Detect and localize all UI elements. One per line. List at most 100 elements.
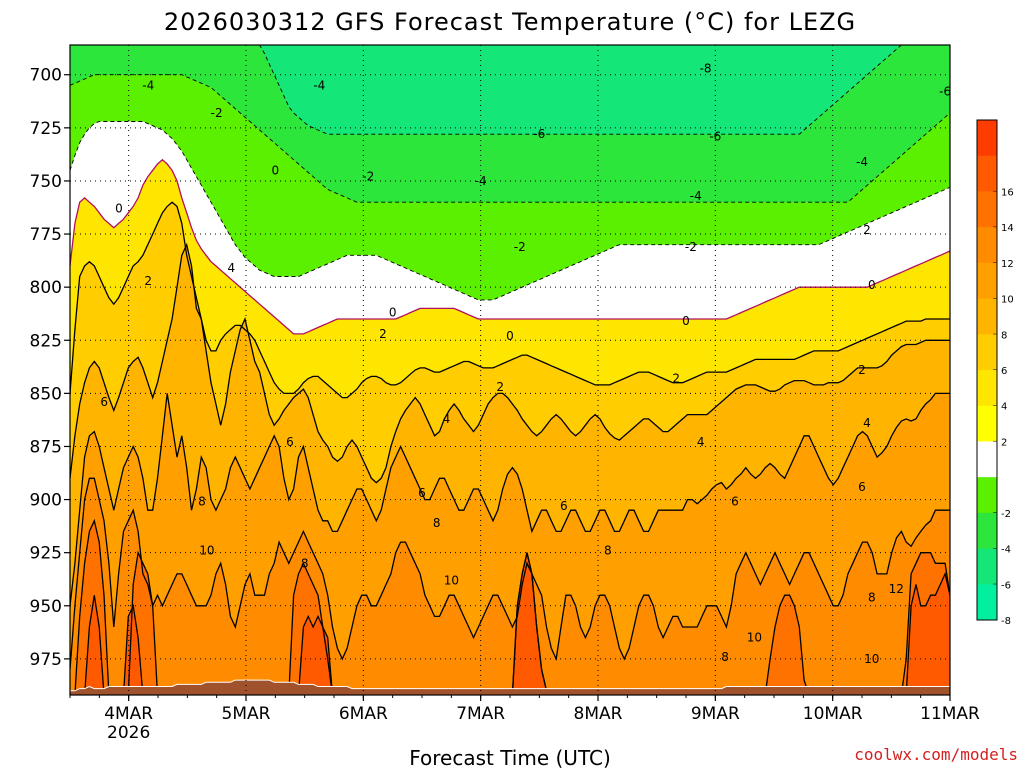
contour-label: 2	[496, 380, 504, 394]
y-tick-label: 825	[30, 331, 62, 351]
colorbar-swatch	[977, 155, 997, 192]
contour-label: 6	[858, 480, 866, 494]
colorbar-swatch	[977, 120, 997, 157]
contour-label: -4	[856, 155, 868, 169]
y-tick-label: 800	[30, 278, 62, 298]
contour-label: 0	[868, 278, 876, 292]
contour-label: 10	[444, 573, 459, 587]
colorbar-swatch	[977, 227, 997, 264]
y-tick-label: 850	[30, 384, 62, 404]
contour-label: 10	[864, 652, 879, 666]
contour-label: 0	[682, 314, 690, 328]
contour-label: 8	[433, 516, 441, 530]
contour-line	[70, 158, 950, 335]
x-axis-label: Forecast Time (UTC)	[409, 746, 611, 768]
contour-line	[70, 201, 950, 399]
contour-label: 10	[747, 631, 762, 645]
temperature-fills	[70, 45, 950, 695]
colorbar-swatch	[977, 584, 997, 621]
contour-label: -4	[690, 189, 702, 203]
x-tick-label: 9MAR	[691, 704, 740, 724]
contour-line	[70, 242, 950, 484]
contour-label: 6	[286, 435, 294, 449]
contour-label: 4	[697, 435, 705, 449]
contour-labels: -8-4 -4 -6-2-6 -6-40 -2 -4-402-2 -242 000022226…	[100, 61, 951, 666]
contour-label: -6	[939, 85, 951, 99]
contour-label: 6	[100, 395, 108, 409]
colorbar-swatch	[977, 441, 997, 478]
x-tick-label: 11MAR	[920, 704, 980, 724]
y-tick-label: 875	[30, 437, 62, 457]
colorbar: 16 14 12 10 8 6 4 2 -2 -4 -6 -8	[976, 119, 1014, 627]
contour-label: 8	[868, 590, 876, 604]
colorbar-label: 8	[1001, 330, 1007, 341]
y-tick-label: 750	[30, 172, 62, 192]
colorbar-label: 12	[1001, 259, 1014, 270]
colorbar-label: 16	[1001, 187, 1014, 198]
chart-title: 2026030312 GFS Forecast Temperature (°C)…	[164, 8, 856, 36]
temperature-band-fill	[70, 478, 950, 695]
colorbar-label: 14	[1001, 223, 1014, 234]
contour-label: -6	[709, 129, 721, 143]
contour-line	[70, 392, 950, 606]
colorbar-label: 4	[1001, 402, 1007, 413]
colorbar-swatch	[977, 298, 997, 335]
contour-label: 8	[721, 650, 729, 664]
contour-line	[70, 518, 950, 695]
contour-label: -2	[211, 106, 223, 120]
contour-label: 0	[506, 329, 514, 343]
contour-label: 6	[731, 495, 739, 509]
contour-label: 4	[443, 412, 451, 426]
contour-label: 6	[418, 486, 426, 500]
contour-label: 2	[379, 327, 387, 341]
contour-label: 0	[389, 306, 397, 320]
colorbar-label: -4	[1001, 545, 1011, 556]
contour-label: 10	[199, 544, 214, 558]
contour-label: 2	[144, 274, 152, 288]
contour-label: -2	[514, 240, 526, 254]
contour-label: -2	[685, 240, 697, 254]
contour-label: 8	[301, 556, 309, 570]
colorbar-label: 6	[1001, 366, 1007, 377]
contour-line	[70, 477, 950, 670]
colorbar-label: -6	[1001, 580, 1011, 591]
contour-label: -8	[700, 61, 712, 75]
x-tick-label: 6MAR	[339, 704, 388, 724]
colorbar-swatch	[977, 548, 997, 585]
contour-label: -2	[362, 170, 374, 184]
colorbar-frame	[976, 119, 998, 621]
contour-label: 0	[272, 163, 280, 177]
x-tick-label: 8MAR	[574, 704, 623, 724]
x-tick-label: 4MAR	[104, 704, 153, 724]
contour-label: -4	[142, 78, 154, 92]
contour-label: -4	[475, 174, 487, 188]
contour-lines	[70, 45, 950, 695]
contour-label: 4	[863, 416, 871, 430]
contour-label: 8	[604, 544, 612, 558]
contour-label: 2	[863, 223, 871, 237]
colorbar-swatch	[977, 405, 997, 442]
colorbar-swatch	[977, 191, 997, 228]
y-tick-label: 775	[30, 225, 62, 245]
contour-label: -6	[533, 127, 545, 141]
colorbar-label: 10	[1001, 295, 1014, 306]
ground-surface	[70, 679, 950, 695]
contour-label: 12	[889, 582, 904, 596]
credit-link[interactable]: coolwx.com/models	[854, 745, 1018, 764]
y-tick-label: 900	[30, 491, 62, 511]
y-tick-label: 725	[30, 119, 62, 139]
y-axis: 700 725 750 775 800 825 850 875 900 925 950 975	[30, 66, 70, 670]
colorbar-swatch	[977, 262, 997, 300]
contour-line	[70, 121, 950, 301]
y-tick-label: 975	[30, 650, 62, 670]
colorbar-swatch	[977, 477, 997, 514]
contour-label: 2	[672, 371, 680, 385]
colorbar-label: -8	[1001, 616, 1011, 627]
x-tick-label: 10MAR	[803, 704, 863, 724]
colorbar-label: 2	[1001, 437, 1007, 448]
contour-label: 0	[115, 202, 123, 216]
colorbar-swatch	[977, 370, 997, 407]
gridlines	[70, 45, 950, 695]
colorbar-swatch	[977, 512, 997, 550]
